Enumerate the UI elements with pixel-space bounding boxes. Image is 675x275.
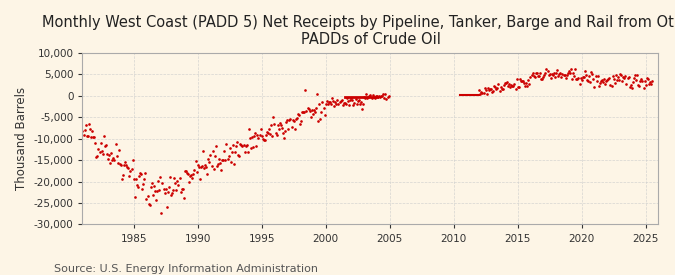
Text: Source: U.S. Energy Information Administration: Source: U.S. Energy Information Administ… (54, 264, 318, 274)
Title: Monthly West Coast (PADD 5) Net Receipts by Pipeline, Tanker, Barge and Rail fro: Monthly West Coast (PADD 5) Net Receipts… (43, 15, 675, 47)
Y-axis label: Thousand Barrels: Thousand Barrels (15, 87, 28, 190)
